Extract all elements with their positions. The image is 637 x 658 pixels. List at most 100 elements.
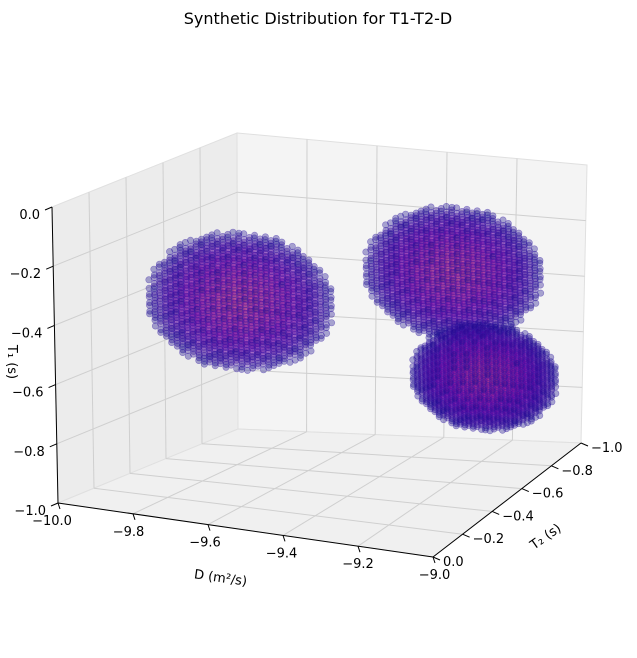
scatter-point — [469, 387, 477, 395]
scatter-point — [440, 300, 448, 308]
scatter-point — [394, 272, 402, 280]
scatter-point — [194, 300, 202, 308]
scatter-point — [216, 303, 224, 311]
scatter-point — [477, 395, 485, 403]
scatter-point — [178, 278, 186, 286]
scatter-point — [427, 203, 435, 211]
scatter-point — [481, 426, 489, 434]
scatter-point — [440, 284, 448, 292]
scatter-point — [427, 394, 435, 402]
scatter-point — [296, 354, 304, 362]
scatter-point — [433, 352, 441, 360]
scatter-point — [477, 388, 485, 396]
scatter-point — [429, 258, 437, 266]
scatter-point — [394, 280, 402, 288]
scatter-point — [167, 293, 175, 301]
scatter-point — [259, 309, 267, 317]
scatter-point — [469, 380, 477, 388]
scatter-point — [173, 288, 181, 296]
scatter-point — [441, 308, 449, 316]
scatter-point — [190, 347, 198, 355]
scatter-point — [379, 299, 387, 307]
scatter-point — [228, 347, 236, 355]
scatter-point — [429, 317, 437, 325]
scatter-point — [392, 260, 400, 268]
scatter-point — [179, 337, 187, 345]
scatter-point — [429, 250, 437, 258]
scatter-point — [469, 393, 477, 401]
scatter-point — [162, 321, 170, 329]
scatter-point — [430, 274, 438, 282]
scatter-point — [420, 297, 428, 305]
scatter-point — [419, 240, 427, 248]
scatter-point — [450, 285, 458, 293]
scatter-point — [189, 285, 197, 293]
grid-line — [125, 177, 131, 474]
scatter-point — [189, 338, 197, 346]
scatter-point — [226, 288, 234, 296]
scatter-point — [146, 307, 154, 315]
scatter-point — [217, 346, 225, 354]
scatter-point — [173, 305, 181, 313]
scatter-point — [184, 341, 192, 349]
scatter-point — [393, 255, 401, 263]
scatter-point — [194, 274, 202, 282]
scatter-point — [205, 293, 213, 301]
scatter-point — [404, 257, 412, 265]
scatter-point — [384, 278, 392, 286]
scatter-point — [227, 339, 235, 347]
scatter-point — [420, 305, 428, 313]
scatter-point — [222, 315, 230, 323]
scatter-point — [461, 405, 469, 413]
scatter-point — [425, 292, 433, 300]
scatter-point — [184, 324, 192, 332]
scatter-point — [249, 333, 257, 341]
scatter-point — [186, 248, 194, 256]
scatter-point — [233, 334, 241, 342]
scatter-point — [435, 395, 443, 403]
scatter-point — [178, 303, 186, 311]
scatter-point — [167, 302, 175, 310]
scatter-point — [388, 252, 396, 260]
scatter-point — [176, 280, 184, 288]
scatter-point — [173, 322, 181, 330]
scatter-point — [409, 255, 417, 263]
scatter-point — [307, 347, 315, 355]
scatter-point — [389, 293, 397, 301]
scatter-point — [427, 381, 435, 389]
scatter-point — [237, 281, 245, 289]
scatter-point — [461, 399, 469, 407]
scatter-point — [176, 263, 184, 271]
scatter-point — [414, 275, 422, 283]
scatter-point — [179, 326, 187, 334]
scatter-point — [430, 307, 438, 315]
scatter-point — [216, 312, 224, 320]
scatter-point — [368, 273, 376, 281]
scatter-point — [200, 304, 208, 312]
grid-line — [357, 439, 513, 547]
grid-line — [162, 162, 167, 459]
scatter-point — [152, 311, 160, 319]
scatter-point — [477, 381, 485, 389]
scatter-point — [415, 307, 423, 315]
scatter-point — [404, 308, 412, 316]
scatter-point — [206, 344, 214, 352]
scatter-point — [398, 253, 406, 261]
scatter-point — [420, 289, 428, 297]
scatter-point — [419, 281, 427, 289]
scatter-point — [477, 401, 485, 409]
scatter-point — [178, 292, 186, 300]
scatter-point — [238, 323, 246, 331]
scatter-point — [389, 284, 397, 292]
scatter-point — [444, 396, 452, 404]
scatter-point — [410, 312, 418, 320]
scatter-point — [435, 375, 443, 383]
scatter-point — [409, 287, 417, 295]
scatter-point — [420, 321, 428, 329]
scatter-point — [469, 400, 477, 408]
scatter-point — [435, 388, 443, 396]
scatter-point — [205, 276, 213, 284]
scatter-point — [435, 368, 443, 376]
scatter-point — [194, 308, 202, 316]
scatter-point — [168, 319, 176, 327]
